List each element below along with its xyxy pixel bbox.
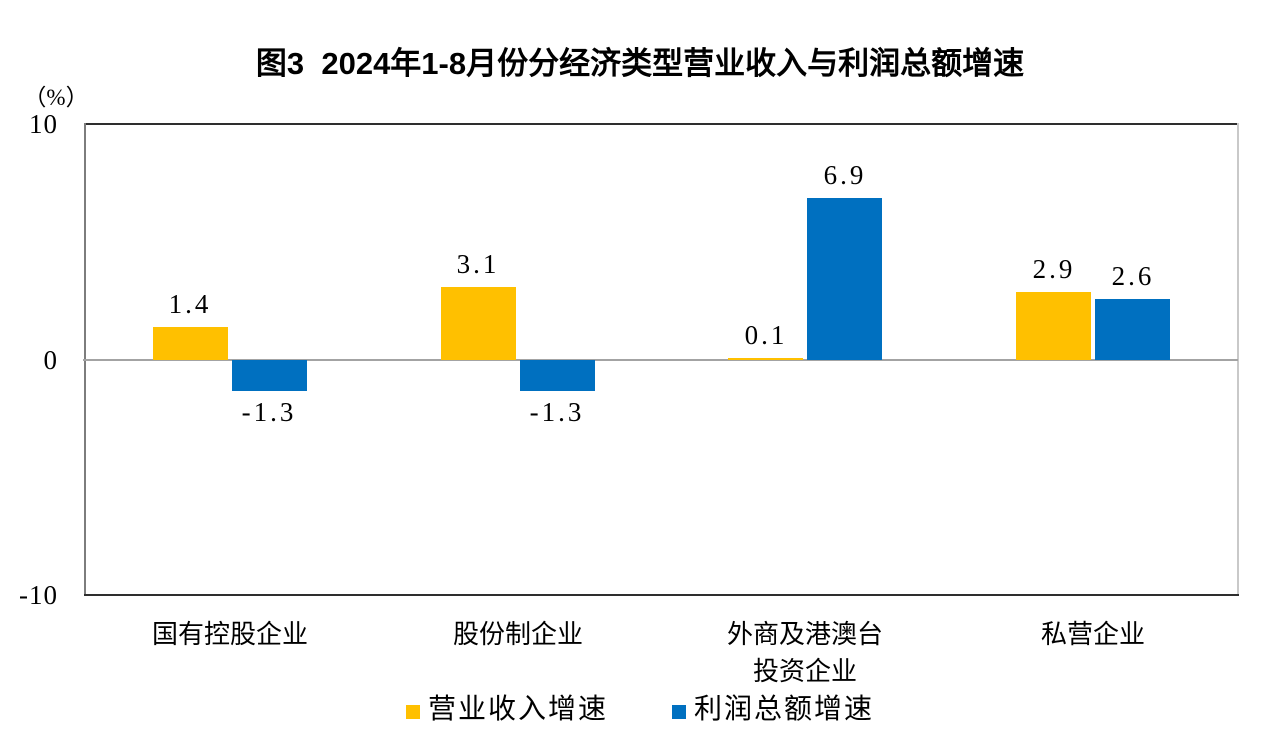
value-label-revenue-group1: 1.4 bbox=[168, 289, 212, 319]
y-axis-unit-label: （%） bbox=[23, 85, 89, 110]
category-label-group4: 私营企业 bbox=[1040, 620, 1145, 649]
value-label-revenue-group3: 0.1 bbox=[744, 320, 788, 350]
profit-swatch-icon bbox=[672, 704, 686, 719]
revenue-swatch-icon bbox=[405, 704, 420, 719]
legend-item-revenue: 营业收入增速 bbox=[405, 694, 608, 725]
zero-gridline bbox=[83, 359, 1238, 361]
legend-item-profit: 利润总额增速 bbox=[672, 695, 874, 725]
x-axis-line bbox=[84, 594, 1239, 596]
value-label-profit-group4: 2.6 bbox=[1111, 261, 1155, 291]
plot-frame-top bbox=[84, 123, 1239, 125]
plot-area: 1.4 -1.3 3.1 -1.3 0.1 6.9 2.9 2.6 bbox=[86, 124, 1237, 595]
value-label-revenue-group2: 3.1 bbox=[456, 249, 500, 279]
bar-profit-group1 bbox=[232, 360, 307, 391]
bar-profit-group3 bbox=[807, 198, 882, 360]
value-label-profit-group3: 6.9 bbox=[823, 160, 867, 190]
y-tick-label: -10 bbox=[19, 580, 58, 610]
legend-label-revenue: 营业收入增速 bbox=[427, 694, 608, 725]
bar-revenue-group3 bbox=[728, 358, 803, 360]
legend: 营业收入增速 利润总额增速 bbox=[0, 695, 1280, 725]
bar-profit-group4 bbox=[1095, 299, 1170, 360]
value-label-revenue-group4: 2.9 bbox=[1032, 254, 1076, 284]
value-label-profit-group2: -1.3 bbox=[529, 397, 585, 427]
y-tick-label: 10 bbox=[29, 109, 58, 139]
bar-revenue-group4 bbox=[1016, 292, 1091, 360]
y-tick-label: 0 bbox=[43, 344, 58, 375]
bar-revenue-group2 bbox=[441, 287, 516, 360]
bar-profit-group2 bbox=[520, 360, 595, 391]
category-label-group2: 股份制企业 bbox=[452, 620, 583, 649]
bar-revenue-group1 bbox=[153, 327, 228, 360]
category-label-group1: 国有控股企业 bbox=[151, 620, 308, 649]
value-label-profit-group1: -1.3 bbox=[241, 397, 297, 427]
plot-frame-right bbox=[1237, 123, 1239, 596]
category-label-group3: 外商及港澳台 投资企业 bbox=[726, 620, 883, 686]
legend-label-profit: 利润总额增速 bbox=[694, 694, 875, 725]
chart-title: 图3 2024年1-8月份分经济类型营业收入与利润总额增速 bbox=[255, 46, 1025, 81]
